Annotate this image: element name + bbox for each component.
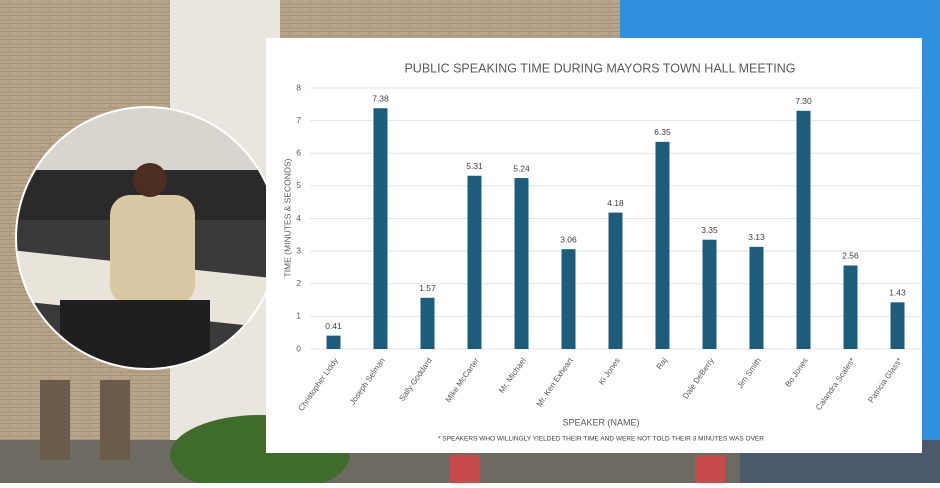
data-label: 3.35 (701, 225, 718, 235)
data-label: 0.41 (325, 321, 342, 331)
bar (608, 212, 623, 349)
y-axis-title: TIME (MINUTES & SECONDS) (282, 158, 292, 277)
y-tick-label: 6 (296, 148, 301, 158)
bar (843, 265, 858, 349)
data-label: 5.31 (466, 161, 483, 171)
data-label: 6.35 (654, 127, 671, 137)
bar (420, 297, 435, 349)
speaker-photo (16, 107, 278, 369)
bar (702, 239, 717, 349)
bar (326, 335, 341, 349)
data-label: 1.43 (889, 288, 906, 298)
bar (514, 178, 529, 349)
bar (373, 108, 388, 349)
data-label: 5.24 (513, 163, 530, 173)
data-label: 7.38 (372, 93, 389, 103)
bar (655, 141, 670, 349)
bar (796, 110, 811, 350)
y-tick-label: 1 (296, 311, 301, 321)
bar (890, 302, 905, 349)
data-label: 1.57 (419, 283, 436, 293)
y-tick-label: 2 (296, 278, 301, 288)
chart-title: PUBLIC SPEAKING TIME DURING MAYORS TOWN … (404, 61, 795, 75)
bar (749, 246, 764, 349)
data-label: 4.18 (607, 198, 624, 208)
y-tick-label: 0 (296, 343, 301, 353)
x-axis-title: SPEAKER (NAME) (562, 417, 639, 427)
y-tick-label: 3 (296, 245, 301, 255)
bar (467, 175, 482, 349)
y-tick-label: 5 (296, 180, 301, 190)
data-label: 3.06 (560, 234, 577, 244)
y-tick-label: 8 (296, 82, 301, 92)
y-tick-label: 4 (296, 213, 301, 223)
y-tick-label: 7 (296, 115, 301, 125)
data-label: 3.13 (748, 232, 765, 242)
data-label: 2.56 (842, 251, 859, 261)
data-label: 7.30 (795, 96, 812, 106)
footnote: * SPEAKERS WHO WILLINGLY YIELDED THEIR T… (438, 436, 764, 443)
bar (561, 249, 576, 349)
